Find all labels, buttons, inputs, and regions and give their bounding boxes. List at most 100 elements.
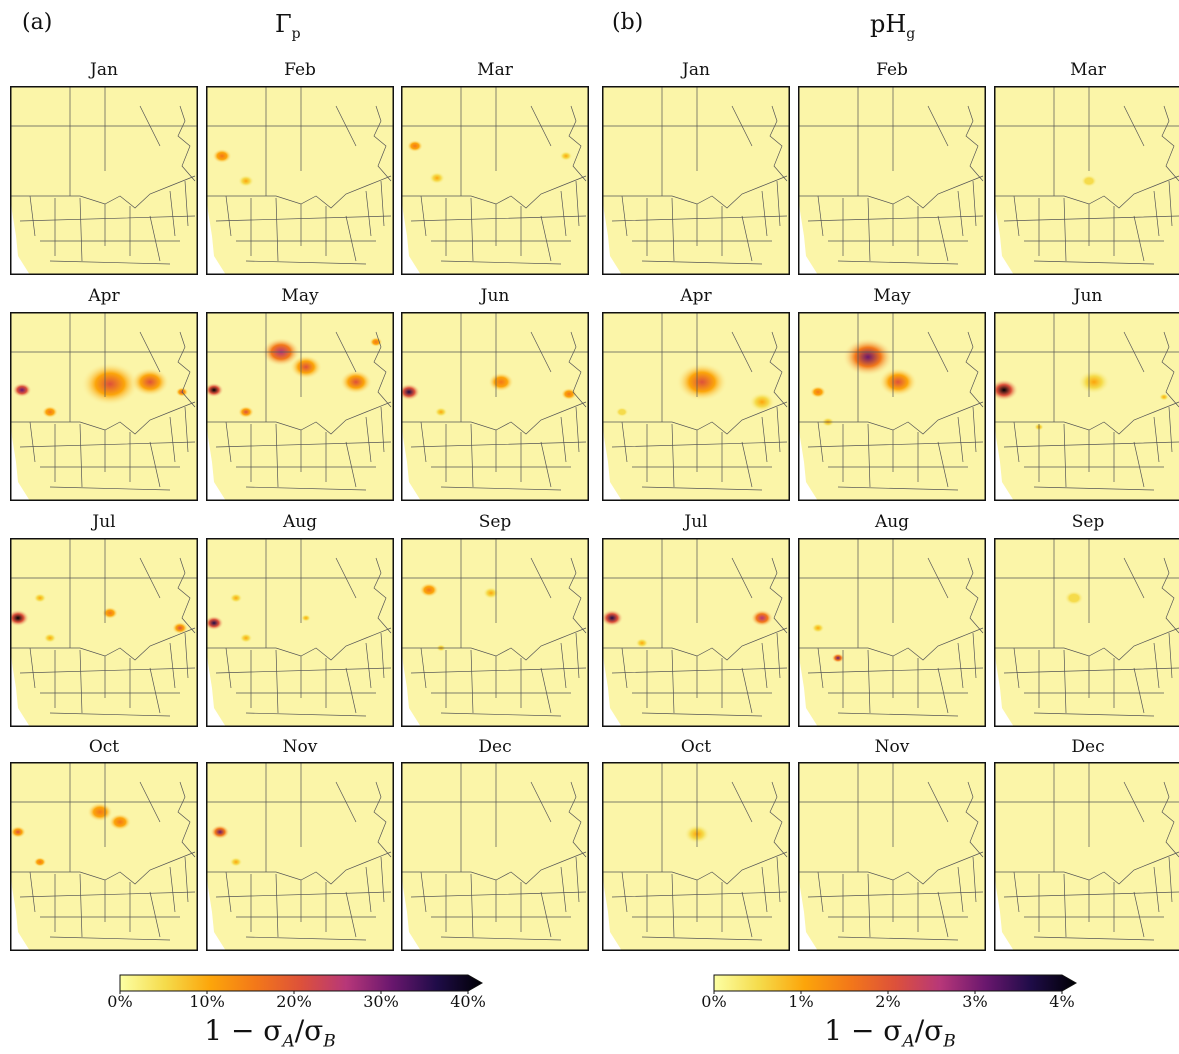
month-label: Sep <box>478 512 512 532</box>
boundary-line <box>149 406 189 488</box>
heat-spot <box>842 337 894 377</box>
heat-spot <box>811 623 825 633</box>
boundary-line <box>807 891 984 941</box>
boundary-line <box>149 180 189 262</box>
heat-spot <box>602 609 624 627</box>
heat-spot <box>238 406 254 418</box>
colorbar-tick-label: 30% <box>363 992 399 1011</box>
boundary-line <box>798 627 984 661</box>
boundary-line <box>1003 667 1179 717</box>
boundary-line <box>19 891 196 941</box>
boundary-line <box>1161 105 1179 182</box>
boundary-line <box>1003 891 1179 941</box>
boundary-line <box>177 557 196 634</box>
boundary-line <box>994 851 1179 885</box>
boundary-line <box>29 421 131 488</box>
boundary-line <box>1013 647 1115 714</box>
boundary-line <box>10 401 196 435</box>
heat-spot <box>559 151 573 161</box>
colorbar-gradient <box>713 974 1078 992</box>
boundary-line <box>937 406 977 488</box>
boundary-line <box>741 406 781 488</box>
map-a-feb <box>206 86 394 275</box>
heat-spot <box>87 802 113 822</box>
colorbar-b <box>713 974 1078 994</box>
boundary-line <box>29 195 131 262</box>
boundary-line <box>410 891 587 941</box>
heat-spot <box>1159 393 1169 401</box>
boundary-line <box>19 215 196 265</box>
boundary-line <box>965 331 984 408</box>
boundary-line <box>345 406 385 488</box>
month-label: Apr <box>88 286 120 306</box>
boundary-line <box>19 441 196 491</box>
boundary-line <box>410 667 587 717</box>
colorbar-tick-label: 40% <box>450 992 486 1011</box>
boundary-line <box>568 781 587 858</box>
month-label: May <box>281 286 319 306</box>
colorbar-tick-label: 1% <box>788 992 814 1011</box>
boundary-line <box>1133 632 1173 714</box>
boundary-line <box>1133 180 1173 262</box>
colorbar-b-label-b: B <box>943 1031 956 1052</box>
map-b-sep <box>994 538 1179 727</box>
boundary-line <box>621 421 723 488</box>
boundary-line <box>401 538 589 648</box>
boundary-line <box>401 627 587 661</box>
boundary-line <box>177 331 196 408</box>
boundary-line <box>807 215 984 265</box>
heat-spot <box>33 593 47 603</box>
heat-spot <box>212 148 232 164</box>
boundary-line <box>937 180 977 262</box>
heat-spot <box>831 653 845 663</box>
boundary-line <box>817 647 919 714</box>
boundary-line <box>420 647 522 714</box>
map-b-jan <box>602 86 790 275</box>
boundary-line <box>206 312 394 422</box>
panel-a-title-sub: p <box>291 25 301 42</box>
heat-spot <box>10 826 26 838</box>
heat-spot <box>750 609 774 627</box>
boundary-line <box>568 105 587 182</box>
boundary-line <box>621 647 723 714</box>
boundary-line <box>965 105 984 182</box>
boundary-line <box>1003 441 1179 491</box>
boundary-line <box>10 851 196 885</box>
boundary-line <box>420 421 522 488</box>
map-a-jun <box>401 312 589 501</box>
panel-b-title-main: pH <box>870 10 907 38</box>
map-a-jul <box>10 538 198 727</box>
heat-spot <box>10 609 30 627</box>
heat-spot <box>172 622 188 634</box>
boundary-line <box>602 851 788 885</box>
heat-spot <box>33 857 47 867</box>
heat-spot <box>229 593 243 603</box>
boundary-line <box>1003 215 1179 265</box>
map-b-nov <box>798 762 986 951</box>
panel-a-letter: (a) <box>22 10 53 35</box>
heat-spot <box>676 362 728 402</box>
boundary-line <box>29 871 131 938</box>
colorbar-tick-label: 3% <box>962 992 988 1011</box>
map-a-jan <box>10 86 198 275</box>
colorbar-a-label-mid: /σ <box>294 1014 324 1047</box>
heat-spot <box>810 386 826 398</box>
month-label: Jan <box>682 60 710 80</box>
boundary-line <box>769 105 788 182</box>
boundary-line <box>540 406 580 488</box>
boundary-line <box>1013 195 1115 262</box>
boundary-line <box>994 401 1179 435</box>
boundary-line <box>1133 406 1173 488</box>
boundary-line <box>769 331 788 408</box>
boundary-line <box>602 175 788 209</box>
boundary-line <box>215 215 392 265</box>
panel-b-title: pHg <box>870 10 915 42</box>
heat-spot <box>1081 175 1097 187</box>
boundary-line <box>206 401 392 435</box>
map-a-oct <box>10 762 198 951</box>
heat-spot <box>635 638 649 648</box>
boundary-line <box>602 762 790 872</box>
colorbar-tick-label: 4% <box>1049 992 1075 1011</box>
boundary-line <box>10 175 196 209</box>
heat-spot <box>42 406 58 418</box>
